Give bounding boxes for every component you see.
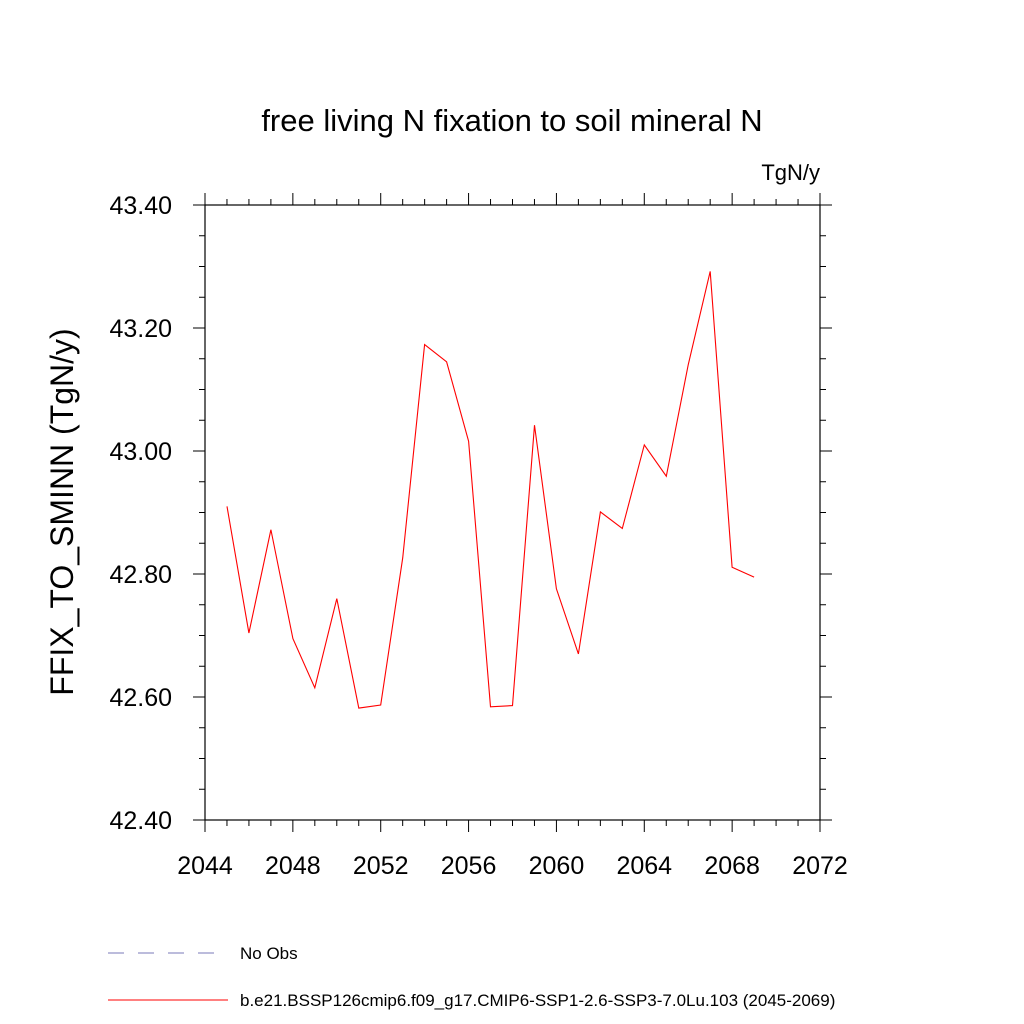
legend: No Obs b.e21.BSSP126cmip6.f09_g17.CMIP6-S… (108, 944, 835, 1010)
x-tick-label: 2072 (792, 852, 848, 880)
series-point (555, 588, 557, 590)
legend-label: No Obs (240, 944, 298, 963)
y-tick-label: 42.60 (109, 684, 172, 712)
series-point (599, 511, 601, 513)
series-point (577, 653, 579, 655)
series-line (226, 271, 755, 709)
series-point (467, 440, 469, 442)
series-point (270, 529, 272, 531)
x-tick-label: 2068 (704, 852, 760, 880)
series-point (753, 576, 755, 578)
tick-labels: 2044 2048 2052 2056 2060 2064 2068 2072 42.40 42.… (109, 192, 847, 880)
y-tick-label: 43.00 (109, 438, 172, 466)
x-tick-label: 2064 (616, 852, 672, 880)
y-tick-label: 43.40 (109, 192, 172, 220)
y-tick-label: 42.80 (109, 561, 172, 589)
y-axis-label: FFIX_TO_SMINN (TgN/y) (44, 328, 80, 695)
series-point (621, 527, 623, 529)
units-label: TgN/y (761, 160, 820, 185)
series-point (709, 270, 711, 272)
series-point (489, 706, 491, 708)
series-point (665, 475, 667, 477)
x-tick-label: 2060 (529, 852, 585, 880)
x-tick-label: 2048 (265, 852, 321, 880)
series-point (445, 361, 447, 363)
series-point (511, 704, 513, 706)
series-point (380, 704, 382, 706)
series-point (248, 632, 250, 634)
series-point (358, 707, 360, 709)
series-point (401, 557, 403, 559)
x-tick-label: 2056 (441, 852, 497, 880)
series-point (292, 637, 294, 639)
x-tick-label: 2052 (353, 852, 409, 880)
series-point (533, 424, 535, 426)
legend-label: b.e21.BSSP126cmip6.f09_g17.CMIP6-SSP1-2.… (240, 991, 835, 1010)
series-point (643, 444, 645, 446)
chart-title: free living N fixation to soil mineral N (261, 103, 762, 138)
y-tick-label: 43.20 (109, 315, 172, 343)
series-point (226, 505, 228, 507)
series-point (731, 566, 733, 568)
series-point (687, 364, 689, 366)
series-layer (226, 270, 755, 709)
y-tick-label: 42.40 (109, 807, 172, 835)
x-tick-label: 2044 (177, 852, 233, 880)
series-point (314, 687, 316, 689)
axis-ticks (193, 193, 832, 832)
series-point (423, 343, 425, 345)
series-point (336, 597, 338, 599)
